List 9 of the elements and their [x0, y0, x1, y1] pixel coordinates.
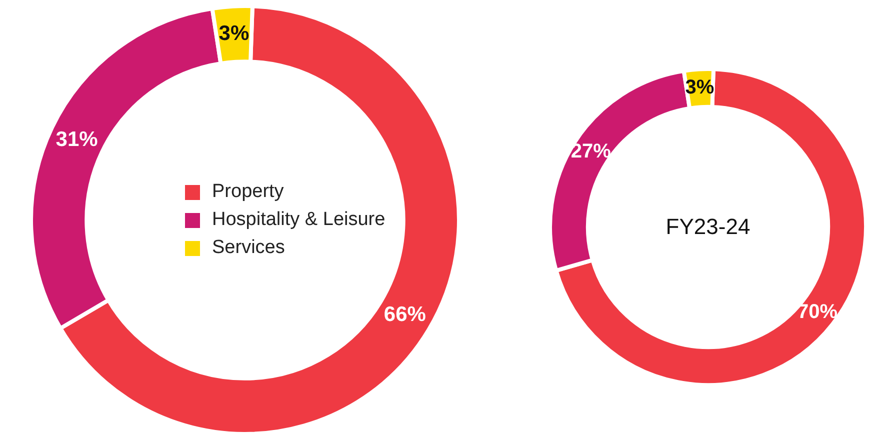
data-label: 66% — [384, 303, 426, 326]
legend-label: Services — [212, 237, 285, 259]
text: FY23-24 — [666, 214, 750, 240]
data-label: 27% — [570, 140, 612, 163]
data-label: 70% — [798, 301, 838, 324]
legend-label: Property — [212, 181, 284, 203]
data-label: 3% — [218, 22, 250, 45]
data-label: 31% — [56, 128, 98, 151]
legend-label: Hospitality & Leisure — [212, 209, 386, 231]
